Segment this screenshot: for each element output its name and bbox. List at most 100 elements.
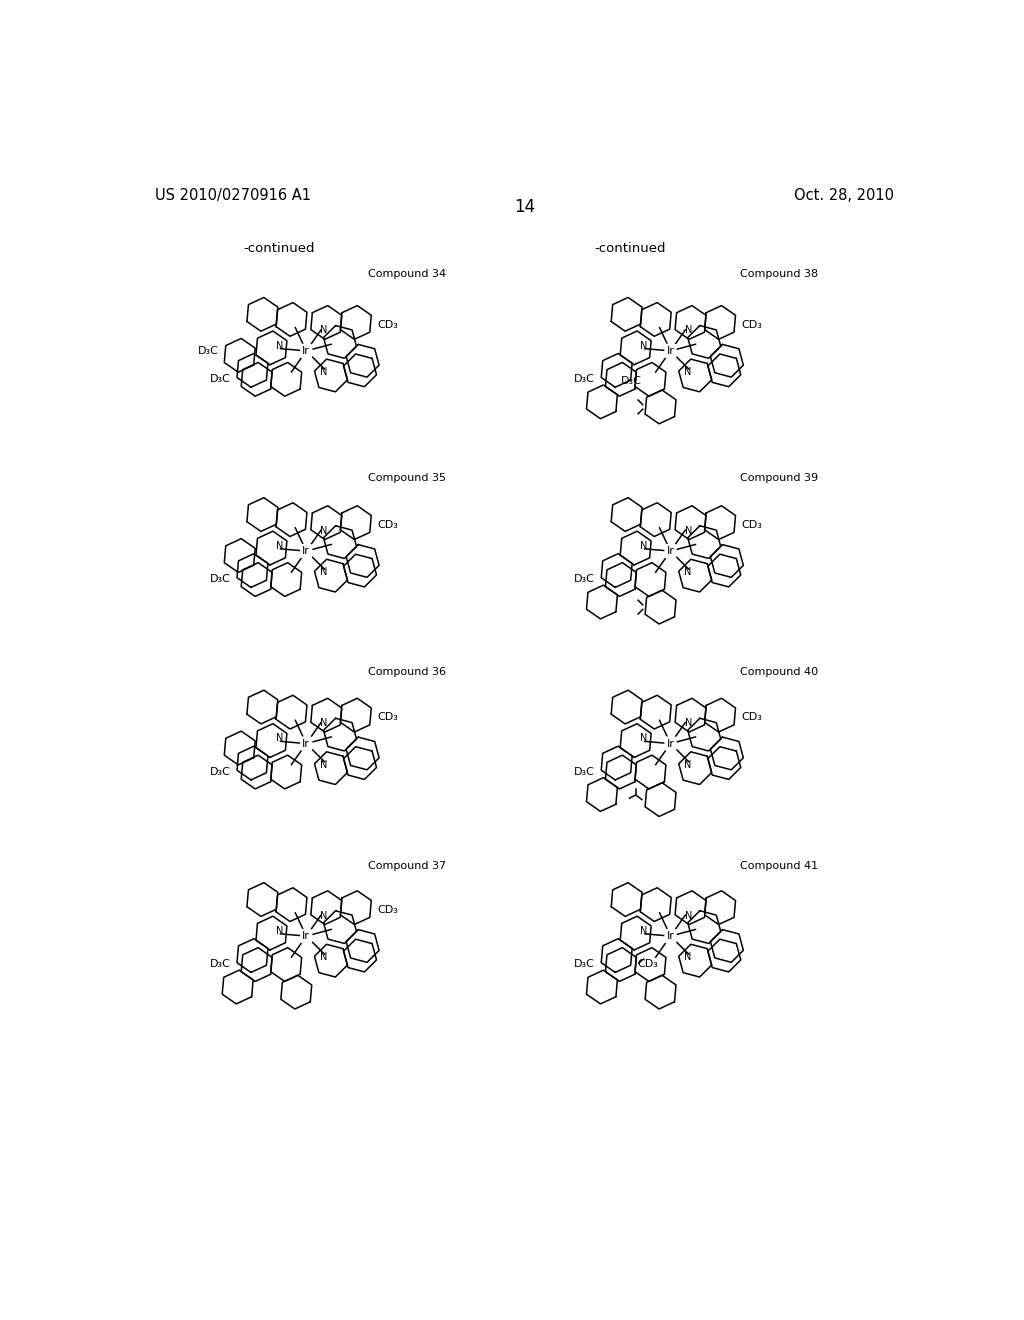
Polygon shape [705,891,735,924]
Polygon shape [645,783,676,817]
Text: CD₃: CD₃ [378,319,398,330]
Polygon shape [635,948,666,982]
Text: -continued: -continued [244,242,314,255]
Polygon shape [346,929,379,962]
Polygon shape [344,747,377,779]
Polygon shape [621,331,651,364]
Polygon shape [242,363,272,396]
Polygon shape [247,297,278,331]
Polygon shape [708,354,740,387]
Polygon shape [605,363,636,396]
Text: N: N [319,568,328,577]
Polygon shape [242,562,272,597]
Polygon shape [256,331,287,364]
Polygon shape [635,562,666,597]
Polygon shape [587,385,617,418]
Text: N: N [319,367,328,378]
Polygon shape [675,305,706,339]
Polygon shape [601,939,632,973]
Text: Ir: Ir [667,931,675,941]
Polygon shape [645,975,676,1008]
Text: D₃C: D₃C [210,767,230,776]
Polygon shape [346,545,379,577]
Polygon shape [270,948,302,982]
Polygon shape [640,503,671,536]
Text: Oct. 28, 2010: Oct. 28, 2010 [795,187,895,203]
Text: D₃C: D₃C [198,346,219,356]
Polygon shape [675,506,706,540]
Polygon shape [675,891,706,924]
Text: Ir: Ir [302,739,310,748]
Polygon shape [311,506,342,540]
Text: N: N [321,911,328,920]
Polygon shape [679,359,712,392]
Text: N: N [275,541,283,550]
Polygon shape [237,354,268,387]
Text: Ir: Ir [667,346,675,356]
Polygon shape [708,554,740,587]
Text: Ir: Ir [302,346,310,356]
Text: Compound 35: Compound 35 [369,473,446,483]
Polygon shape [247,690,278,723]
Text: D₃C: D₃C [622,376,642,387]
Text: N: N [275,734,283,743]
Polygon shape [675,698,706,733]
Polygon shape [344,354,377,387]
Polygon shape [242,755,272,789]
Text: Ir: Ir [667,546,675,556]
Polygon shape [587,970,617,1005]
Text: N: N [685,718,692,729]
Polygon shape [605,755,636,789]
Polygon shape [611,297,642,331]
Polygon shape [224,539,255,573]
Polygon shape [314,944,347,977]
Text: D₃C: D₃C [574,767,595,776]
Polygon shape [679,944,712,977]
Polygon shape [640,696,671,729]
Polygon shape [640,302,671,337]
Polygon shape [340,305,372,339]
Polygon shape [324,525,356,558]
Polygon shape [324,718,356,751]
Polygon shape [605,948,636,982]
Polygon shape [708,747,740,779]
Text: N: N [684,760,691,770]
Text: Compound 37: Compound 37 [369,862,446,871]
Polygon shape [314,359,347,392]
Polygon shape [621,531,651,565]
Polygon shape [601,354,632,387]
Polygon shape [705,506,735,540]
Text: N: N [275,341,283,351]
Text: 14: 14 [514,198,536,216]
Text: N: N [640,925,647,936]
Polygon shape [247,883,278,916]
Text: N: N [319,760,328,770]
Text: N: N [321,718,328,729]
Polygon shape [711,929,743,962]
Text: Compound 40: Compound 40 [740,667,818,677]
Polygon shape [237,553,268,587]
Text: N: N [685,525,692,536]
Text: CD₃: CD₃ [741,319,763,330]
Polygon shape [346,345,379,378]
Polygon shape [611,883,642,916]
Polygon shape [256,531,287,565]
Text: D₃C: D₃C [574,960,595,969]
Polygon shape [242,948,272,982]
Polygon shape [311,305,342,339]
Text: N: N [685,325,692,335]
Polygon shape [640,888,671,921]
Text: N: N [640,734,647,743]
Polygon shape [314,752,347,784]
Text: CD₃: CD₃ [638,960,658,969]
Polygon shape [621,723,651,758]
Polygon shape [237,939,268,973]
Text: D₃C: D₃C [210,574,230,583]
Polygon shape [708,940,740,972]
Polygon shape [346,737,379,770]
Polygon shape [324,911,356,944]
Text: -continued: -continued [595,242,666,255]
Text: D₃C: D₃C [574,574,595,583]
Text: Ir: Ir [302,931,310,941]
Text: Ir: Ir [302,546,310,556]
